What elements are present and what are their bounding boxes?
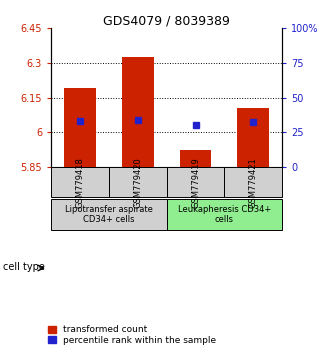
- Text: GSM779421: GSM779421: [249, 157, 258, 207]
- Bar: [167, 199, 282, 230]
- Bar: [224, 167, 282, 197]
- Legend: transformed count, percentile rank within the sample: transformed count, percentile rank withi…: [48, 324, 217, 346]
- Bar: [64, 88, 96, 167]
- Text: Lipotransfer aspirate
CD34+ cells: Lipotransfer aspirate CD34+ cells: [65, 205, 153, 224]
- Bar: [109, 167, 167, 197]
- Bar: [122, 57, 154, 167]
- Bar: [51, 167, 109, 197]
- Text: Leukapheresis CD34+
cells: Leukapheresis CD34+ cells: [178, 205, 271, 224]
- Title: GDS4079 / 8039389: GDS4079 / 8039389: [103, 14, 230, 27]
- Bar: [51, 199, 167, 230]
- Bar: [167, 167, 224, 197]
- Bar: [180, 150, 212, 167]
- Bar: [237, 108, 269, 167]
- Text: GSM779420: GSM779420: [133, 157, 142, 207]
- Text: GSM779418: GSM779418: [76, 157, 84, 207]
- Text: GSM779419: GSM779419: [191, 157, 200, 207]
- Text: cell type: cell type: [3, 262, 45, 272]
